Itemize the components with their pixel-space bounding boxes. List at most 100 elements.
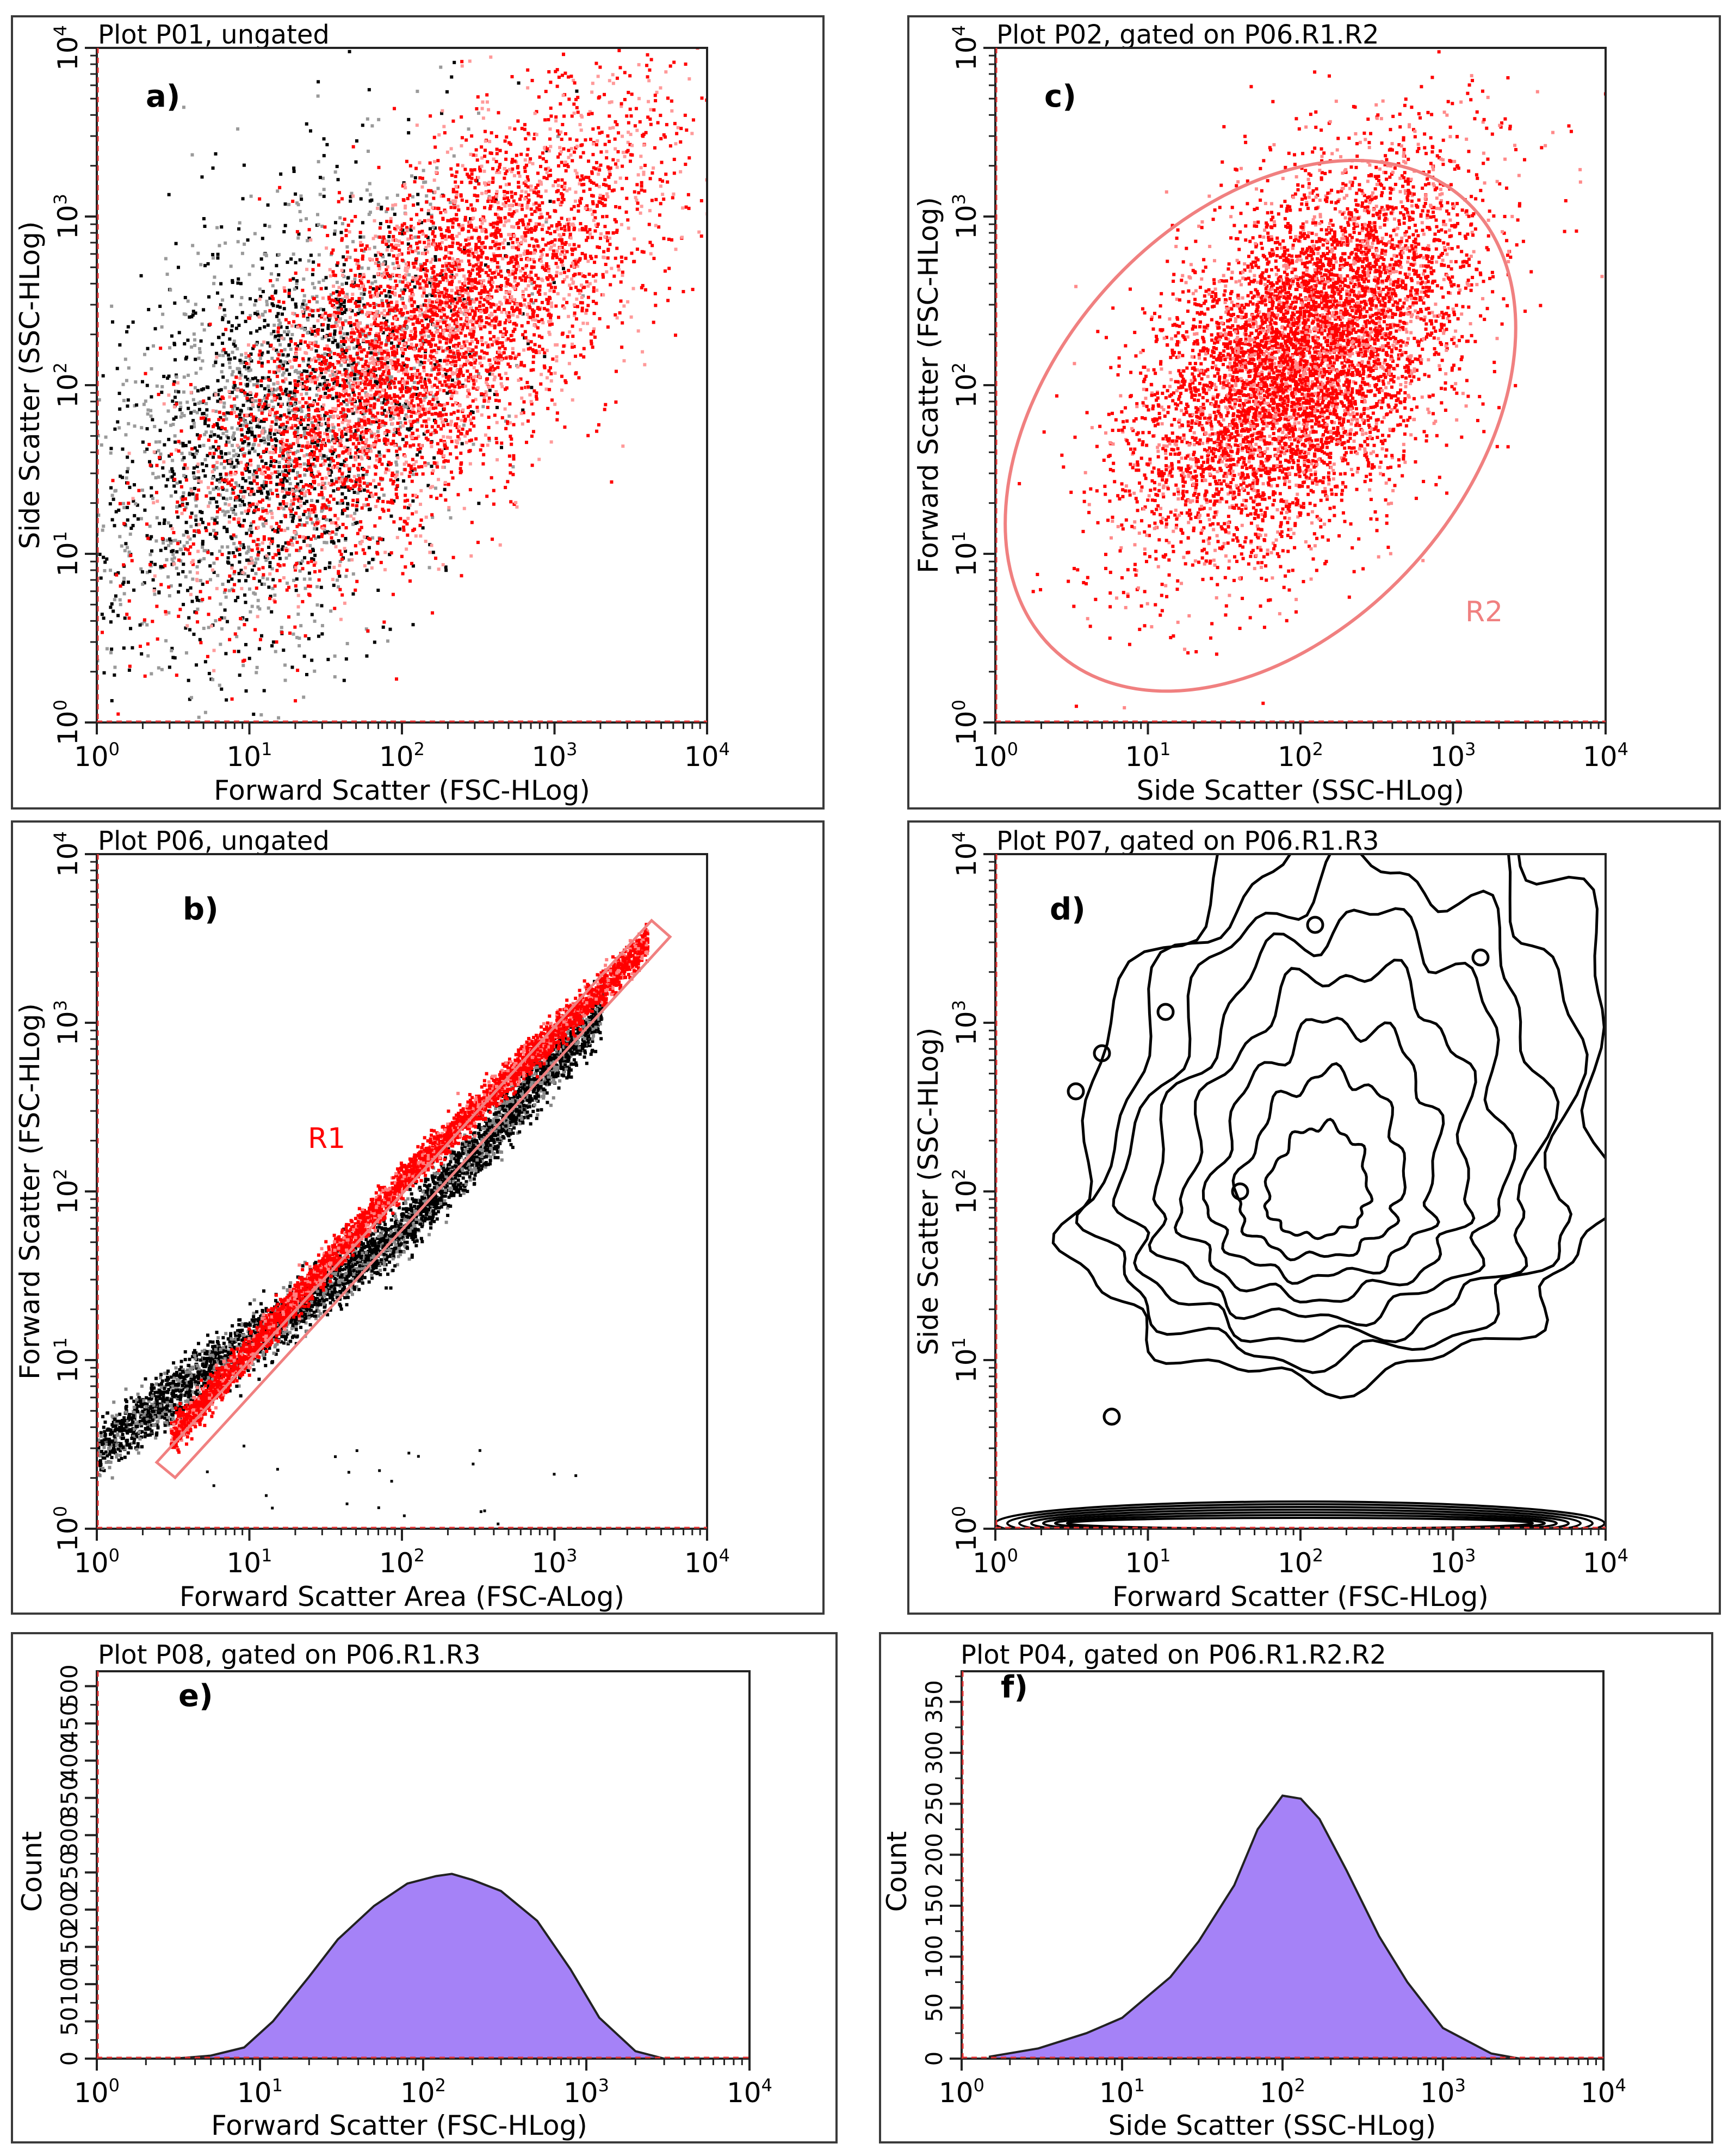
scatter-point	[476, 541, 480, 545]
scatter-point	[284, 556, 288, 560]
scatter-point	[367, 465, 371, 469]
scatter-point	[513, 191, 517, 195]
scatter-point	[467, 379, 470, 382]
scatter-point	[339, 393, 343, 397]
scatter-point	[437, 448, 441, 452]
scatter-point	[416, 428, 419, 432]
scatter-point	[395, 302, 399, 306]
scatter-point	[261, 313, 265, 317]
scatter-point	[351, 369, 355, 373]
scatter-point	[322, 194, 326, 198]
scatter-point	[293, 489, 296, 493]
scatter-point	[395, 308, 399, 312]
scatter-point	[244, 689, 248, 693]
scatter-point	[263, 310, 267, 313]
scatter-point	[243, 503, 246, 506]
scatter-point	[171, 553, 175, 557]
scatter-point	[129, 527, 133, 530]
scatter-point	[467, 127, 470, 131]
scatter-point	[198, 347, 202, 351]
scatter-point	[468, 220, 472, 224]
scatter-point	[199, 641, 203, 645]
scatter-point	[362, 503, 366, 507]
scatter-point	[323, 531, 327, 535]
scatter-point	[227, 320, 231, 324]
scatter-point	[398, 403, 401, 406]
scatter-point	[401, 280, 405, 284]
scatter-point	[389, 418, 393, 422]
scatter-point	[169, 768, 172, 771]
scatter-point	[308, 549, 312, 553]
scatter-point	[374, 291, 377, 295]
scatter-point	[206, 262, 210, 265]
scatter-point	[515, 202, 518, 206]
scatter-point	[201, 469, 205, 473]
scatter-point	[643, 363, 647, 367]
scatter-point	[133, 514, 137, 517]
scatter-point	[554, 304, 558, 308]
scatter-point	[313, 399, 317, 403]
scatter-point	[379, 374, 382, 378]
scatter-point	[160, 537, 164, 541]
scatter-point	[168, 469, 172, 473]
scatter-point	[418, 360, 422, 364]
scatter-point	[519, 152, 523, 156]
scatter-point	[342, 305, 346, 308]
scatter-point	[267, 537, 271, 541]
scatter-point	[202, 412, 206, 416]
scatter-point	[232, 454, 236, 458]
scatter-point	[486, 369, 490, 373]
scatter-point	[362, 435, 366, 439]
scatter-point	[124, 433, 128, 437]
scatter-point	[387, 468, 391, 472]
scatter-point	[365, 469, 369, 473]
scatter-point	[407, 338, 411, 342]
scatter-point	[395, 496, 399, 499]
scatter-point	[110, 699, 114, 702]
scatter-point	[345, 403, 349, 406]
scatter-point	[210, 481, 214, 485]
scatter-point	[431, 225, 435, 229]
scatter-point	[246, 393, 250, 397]
scatter-point	[351, 498, 355, 502]
scatter-point	[491, 538, 494, 541]
scatter-point	[479, 315, 483, 319]
scatter-point	[417, 393, 420, 397]
scatter-point	[191, 398, 195, 401]
scatter-point	[267, 504, 271, 508]
scatter-point	[319, 370, 323, 374]
scatter-point	[453, 354, 456, 357]
scatter-point	[444, 248, 448, 252]
scatter-point	[430, 444, 433, 448]
scatter-point	[250, 530, 253, 534]
scatter-point	[211, 252, 215, 256]
scatter-point	[454, 199, 457, 203]
scatter-point	[463, 344, 467, 348]
scatter-point	[373, 640, 376, 644]
scatter-point	[402, 526, 406, 529]
scatter-point	[230, 324, 234, 328]
scatter-point	[288, 482, 292, 486]
scatter-point	[216, 487, 220, 491]
scatter-point	[411, 195, 414, 199]
scatter-point	[208, 452, 212, 455]
scatter-point	[311, 376, 314, 380]
scatter-point	[64, 615, 67, 619]
scatter-point	[145, 522, 149, 526]
scatter-point	[503, 321, 507, 325]
scatter-point	[482, 169, 486, 173]
scatter-point	[508, 365, 512, 369]
scatter-point	[282, 337, 286, 341]
scatter-point	[305, 369, 309, 373]
scatter-point	[126, 546, 129, 549]
scatter-point	[307, 637, 311, 641]
scatter-point	[428, 543, 432, 547]
scatter-point	[257, 543, 261, 547]
scatter-point	[596, 203, 599, 207]
scatter-point	[323, 524, 326, 528]
scatter-point	[433, 461, 437, 465]
scatter-point	[75, 504, 78, 507]
scatter-point	[234, 375, 238, 379]
scatter-point	[167, 437, 171, 441]
scatter-point	[167, 611, 171, 615]
